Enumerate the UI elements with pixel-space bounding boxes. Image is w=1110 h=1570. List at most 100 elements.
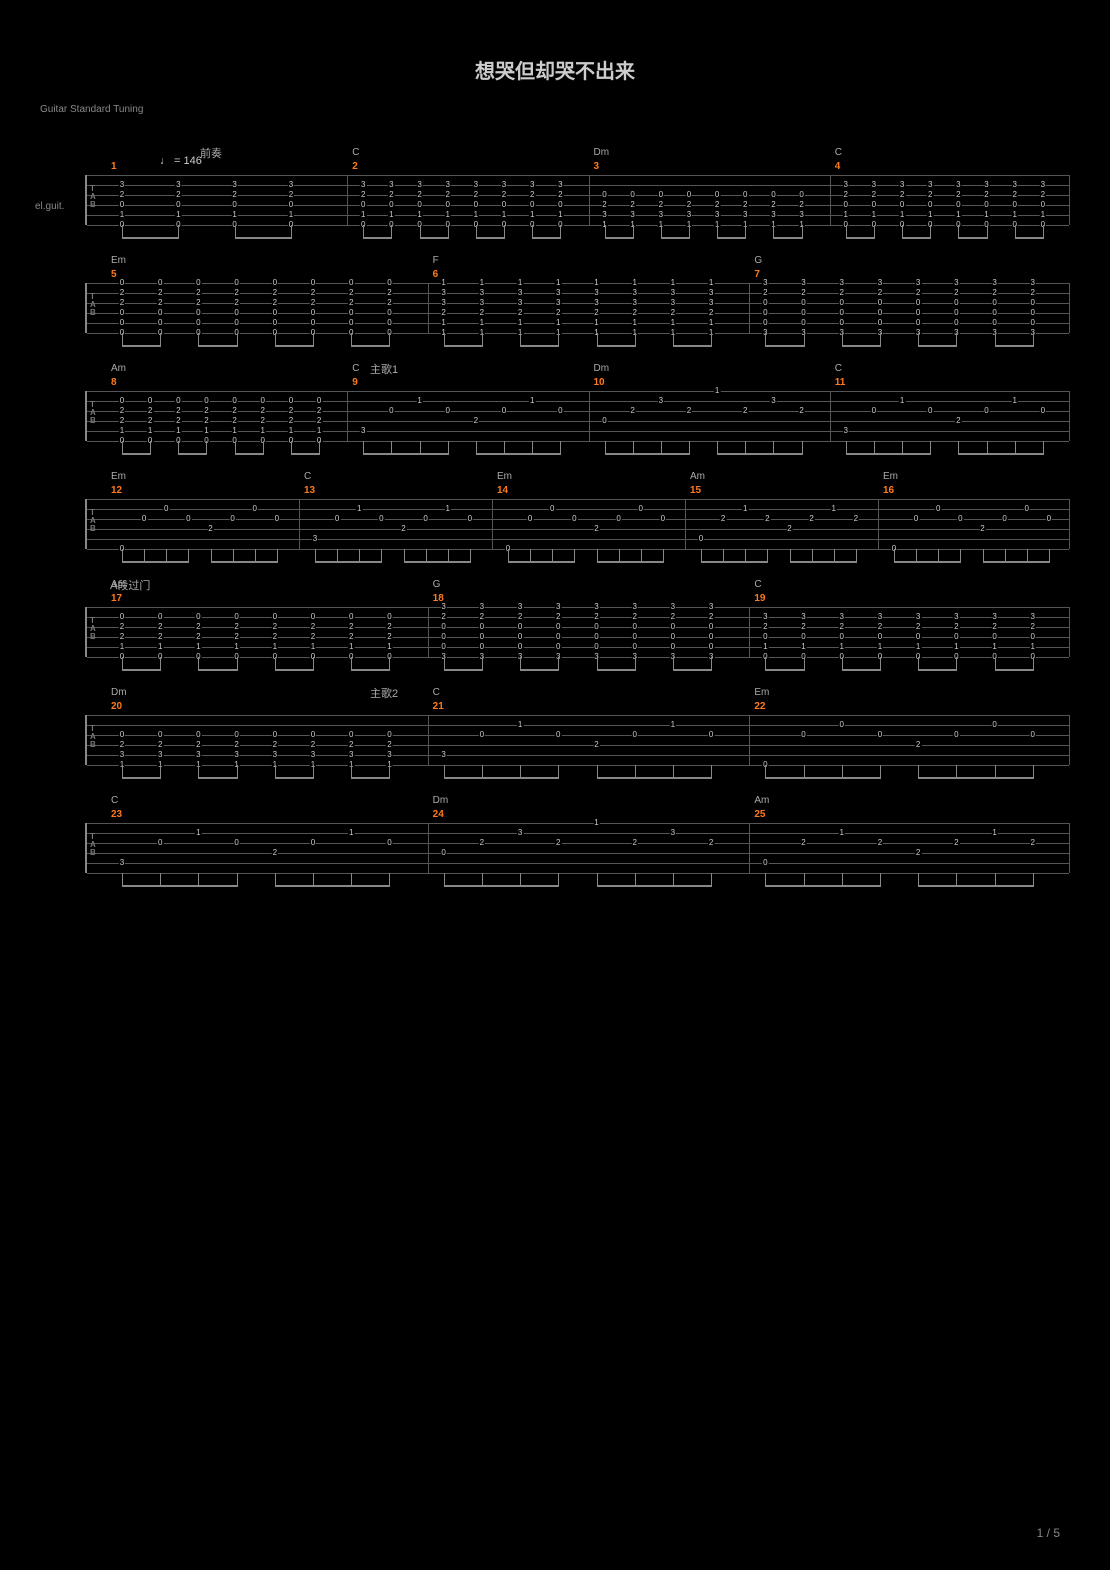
fret-number: 0 (119, 613, 125, 621)
beam (275, 885, 390, 887)
fret-number: 3 (670, 289, 676, 297)
fret-number: 0 (638, 505, 644, 513)
fret-number: 3 (416, 181, 422, 189)
fret-number: 1 (388, 211, 394, 219)
fret-number: 2 (473, 417, 479, 425)
note-stem (874, 225, 875, 239)
fret-number: 2 (601, 201, 607, 209)
fret-number: 3 (593, 603, 599, 611)
fret-number: 0 (479, 633, 485, 641)
fret-number: 2 (175, 191, 181, 199)
fret-number: 2 (762, 623, 768, 631)
tab-clef: TAB (90, 833, 96, 857)
chord-symbol: Am (690, 471, 705, 482)
measure-number: 10 (594, 377, 605, 388)
fret-number: 1 (119, 427, 125, 435)
fret-number: 3 (631, 603, 637, 611)
note-stem (1043, 441, 1044, 455)
note-stem (389, 333, 390, 347)
tab-clef: TAB (90, 401, 96, 425)
fret-number: 3 (631, 299, 637, 307)
measure-number: 14 (497, 485, 508, 496)
chord-symbol: C (352, 147, 359, 158)
fret-number: 2 (877, 839, 883, 847)
fret-number: 3 (233, 751, 239, 759)
fret-number: 0 (631, 633, 637, 641)
fret-number: 2 (529, 191, 535, 199)
fret-number: 2 (473, 191, 479, 199)
fret-number: 2 (203, 417, 209, 425)
fret-number: 0 (272, 279, 278, 287)
note-stem (558, 333, 559, 347)
fret-number: 0 (670, 623, 676, 631)
note-stem (689, 225, 690, 239)
fret-number: 3 (175, 181, 181, 189)
fret-number: 2 (798, 407, 804, 415)
beam (275, 345, 313, 347)
fret-number: 2 (839, 623, 845, 631)
fret-number: 2 (310, 623, 316, 631)
beam (122, 453, 150, 455)
fret-number: 2 (708, 309, 714, 317)
fret-number: 2 (157, 299, 163, 307)
fret-number: 1 (915, 643, 921, 651)
fret-number: 2 (629, 201, 635, 209)
fret-number: 1 (762, 643, 768, 651)
note-stem (880, 333, 881, 347)
tab-staff: TAB20Dm023102310231023102310231023102312… (85, 715, 1070, 765)
fret-number: 0 (915, 319, 921, 327)
fret-number: 2 (119, 289, 125, 297)
fret-number: 0 (378, 515, 384, 523)
fret-number: 1 (1011, 211, 1017, 219)
fret-number: 1 (631, 279, 637, 287)
fret-number: 2 (839, 289, 845, 297)
chord-symbol: Dm (433, 795, 449, 806)
fret-number: 0 (1030, 299, 1036, 307)
fret-number: 1 (416, 211, 422, 219)
fret-number: 0 (195, 309, 201, 317)
fret-number: 0 (229, 515, 235, 523)
beam (765, 669, 803, 671)
fret-number: 1 (839, 643, 845, 651)
staff-line (87, 607, 1069, 608)
fret-number: 2 (119, 623, 125, 631)
chord-symbol: C (433, 687, 440, 698)
fret-number: 1 (517, 319, 523, 327)
fret-number: 2 (175, 417, 181, 425)
note-stem (1043, 225, 1044, 239)
fret-number: 0 (927, 201, 933, 209)
fret-number: 2 (953, 289, 959, 297)
fret-number: 3 (272, 751, 278, 759)
fret-number: 2 (203, 407, 209, 415)
fret-number: 0 (762, 299, 768, 307)
fret-number: 1 (991, 643, 997, 651)
fret-number: 2 (631, 839, 637, 847)
fret-number: 0 (557, 201, 563, 209)
fret-number: 2 (742, 407, 748, 415)
fret-number: 1 (157, 643, 163, 651)
fret-number: 0 (479, 623, 485, 631)
fret-number: 3 (798, 211, 804, 219)
note-stem (482, 333, 483, 347)
fret-number: 0 (119, 731, 125, 739)
section-label: 主歌2 (370, 685, 398, 701)
fret-number: 0 (983, 201, 989, 209)
fret-number: 0 (288, 201, 294, 209)
fret-number: 0 (991, 319, 997, 327)
fret-number: 0 (601, 417, 607, 425)
fret-number: 2 (195, 741, 201, 749)
song-title: 想哭但却哭不出来 (0, 0, 1110, 84)
note-stem (745, 225, 746, 239)
beam (790, 561, 856, 563)
fret-number: 0 (272, 731, 278, 739)
fret-number: 0 (440, 849, 446, 857)
fret-number: 2 (927, 191, 933, 199)
fret-number: 2 (686, 201, 692, 209)
fret-number: 1 (272, 643, 278, 651)
chord-symbol: C (304, 471, 311, 482)
fret-number: 0 (203, 397, 209, 405)
fret-number: 0 (991, 633, 997, 641)
fret-number: 1 (708, 279, 714, 287)
fret-number: 2 (631, 309, 637, 317)
fret-number: 1 (800, 643, 806, 651)
